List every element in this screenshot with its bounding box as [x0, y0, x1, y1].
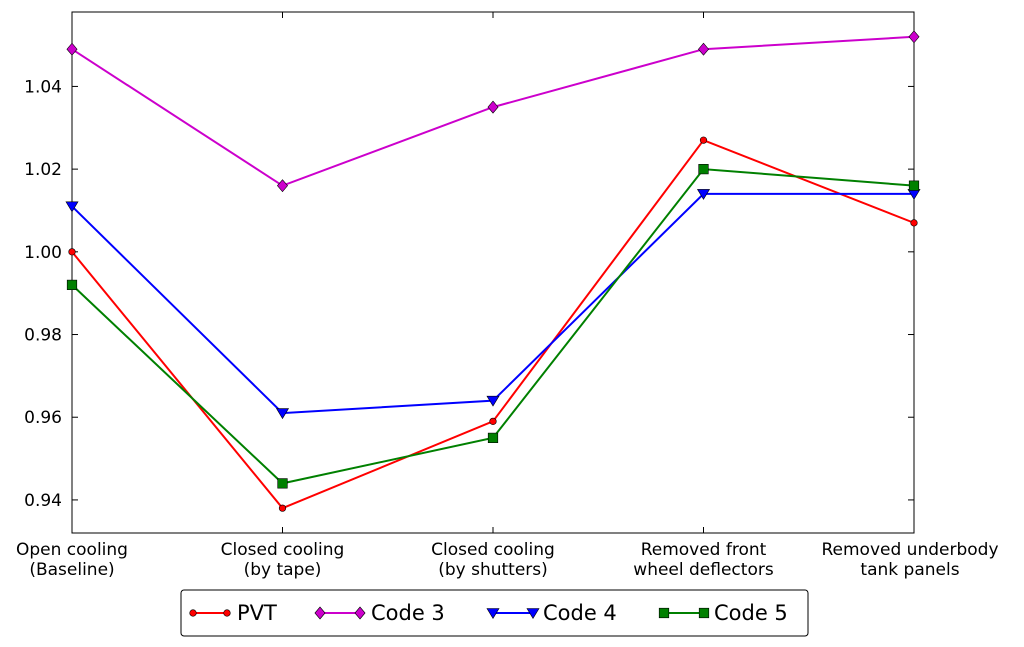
data-point	[277, 478, 288, 489]
legend-marker-end	[223, 609, 231, 617]
data-point	[698, 164, 709, 175]
x-tick-label: tank panels	[860, 560, 959, 580]
data-point	[699, 136, 708, 144]
x-axis: Open cooling(Baseline)Closed cooling(by …	[16, 12, 999, 580]
x-tick-label: Closed cooling	[431, 540, 555, 560]
data-point	[278, 504, 287, 512]
legend-entry: Code 3	[314, 601, 445, 625]
series-code-5	[66, 164, 920, 489]
y-tick-label: 1.04	[24, 77, 62, 97]
y-tick-label: 1.00	[24, 243, 62, 263]
data-point	[66, 42, 78, 56]
legend-marker-end	[698, 607, 710, 619]
x-tick-label: (Baseline)	[29, 560, 114, 580]
legend-marker-start	[314, 606, 326, 620]
data-point	[908, 30, 920, 44]
x-tick-label: wheel deflectors	[633, 560, 774, 580]
y-tick-label: 1.02	[24, 160, 62, 180]
series-line	[71, 192, 914, 415]
y-tick-label: 0.98	[24, 326, 62, 346]
legend-marker-end	[526, 608, 540, 619]
series-code-3	[66, 30, 920, 193]
legend-label: PVT	[237, 601, 277, 625]
data-point	[487, 432, 499, 443]
x-tick-label: Removed front	[641, 540, 767, 560]
data-point	[489, 417, 497, 425]
legend-entry: PVT	[189, 601, 277, 625]
data-point	[698, 42, 709, 56]
data-point	[696, 189, 711, 200]
x-tick-label: Closed cooling	[221, 540, 345, 560]
legend-label: Code 3	[371, 601, 445, 625]
legend-marker-start	[189, 609, 197, 617]
data-point	[68, 248, 76, 256]
series-line	[71, 138, 915, 510]
legend: PVT Code 3 Code 4 Code 5	[180, 589, 809, 637]
x-tick-label: Removed underbody	[821, 540, 998, 560]
series-code-4	[65, 189, 921, 420]
series-pvt	[68, 136, 918, 512]
data-point	[277, 179, 288, 193]
x-tick-label: (by tape)	[244, 560, 322, 580]
x-tick-label: Open cooling	[16, 540, 128, 560]
legend-entry: Code 4	[486, 601, 617, 625]
data-point	[908, 180, 920, 191]
legend-label: Code 4	[543, 601, 617, 625]
data-point	[275, 408, 290, 420]
y-tick-label: 0.94	[24, 491, 62, 511]
legend-marker-end	[354, 606, 366, 620]
data-point	[487, 100, 499, 114]
data-point	[65, 201, 79, 213]
x-tick-label: (by shutters)	[438, 560, 548, 580]
series-layer	[65, 30, 921, 512]
plot-frame	[71, 11, 915, 534]
legend-label: Code 5	[714, 601, 788, 625]
plot-area-border	[71, 11, 915, 534]
legend-marker-start	[486, 608, 500, 619]
data-point	[66, 279, 78, 291]
y-tick-label: 0.96	[24, 408, 62, 428]
data-point	[910, 219, 918, 227]
legend-entry: Code 5	[658, 601, 788, 625]
y-axis: 0.94 0.96 0.98 1.00 1.02 1.04	[24, 77, 914, 511]
data-point	[486, 395, 500, 407]
legend-marker-start	[658, 607, 670, 619]
